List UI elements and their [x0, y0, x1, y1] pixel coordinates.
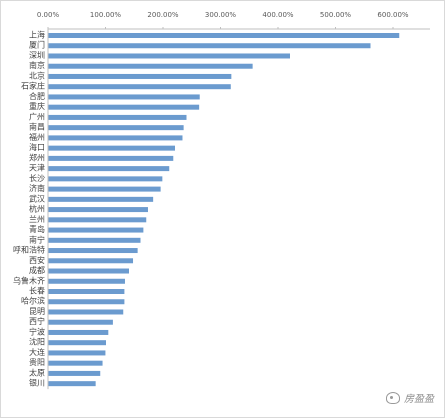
category-label: 杭州: [29, 204, 45, 214]
category-label: 合肥: [29, 91, 45, 101]
bar: [48, 319, 113, 325]
x-tick-label: 400.00%: [262, 11, 293, 19]
wechat-icon: [386, 391, 400, 404]
category-label: 银川: [29, 378, 45, 388]
category-label: 南昌: [29, 122, 45, 132]
bar: [48, 360, 103, 366]
category-label: 天津: [29, 163, 45, 173]
category-label: 昆明: [29, 307, 45, 316]
category-label: 南京: [29, 60, 45, 70]
bar: [48, 63, 253, 69]
bar: [48, 125, 184, 131]
bar: [48, 340, 106, 346]
bar: [48, 278, 125, 284]
category-label: 成都: [29, 265, 45, 275]
bar: [48, 166, 170, 172]
category-label: 呼和浩特: [13, 245, 45, 255]
category-label: 上海: [29, 30, 45, 40]
category-label: 长春: [29, 286, 45, 296]
bar: [48, 53, 290, 59]
bar: [48, 227, 144, 233]
bar: [48, 299, 125, 305]
category-label: 海口: [29, 142, 45, 152]
bar: [48, 237, 141, 243]
bar: [48, 268, 129, 274]
bar: [48, 207, 148, 213]
category-label: 长沙: [29, 173, 45, 183]
bar: [48, 43, 371, 49]
category-label: 南宁: [29, 234, 45, 244]
bar: [48, 196, 154, 202]
category-label: 武汉: [29, 193, 45, 203]
bar: [48, 33, 400, 38]
bar: [48, 176, 163, 182]
x-tick-label: 600.00%: [377, 11, 408, 19]
category-label: 广州: [29, 111, 45, 121]
category-label: 太原: [29, 367, 45, 377]
watermark-text: 房盈盈: [404, 394, 434, 405]
category-label: 哈尔滨: [21, 296, 45, 306]
category-label: 青岛: [29, 224, 45, 234]
category-label: 深圳: [29, 50, 45, 60]
bar: [48, 94, 200, 100]
x-tick-label: 0.00%: [37, 11, 60, 19]
bar: [48, 73, 232, 79]
category-label: 大连: [29, 347, 45, 357]
bar: [48, 155, 174, 161]
bar: [48, 350, 106, 356]
category-label: 福州: [29, 133, 45, 142]
category-label: 郑州: [29, 152, 45, 162]
bar: [48, 289, 125, 294]
bar: [48, 258, 134, 264]
bar: [48, 135, 183, 141]
x-tick-label: 200.00%: [147, 11, 178, 19]
category-label: 宁波: [29, 326, 45, 336]
x-tick-label: 100.00%: [90, 11, 121, 19]
x-tick-label: 300.00%: [205, 11, 236, 19]
bar: [48, 309, 124, 315]
category-label: 北京: [29, 70, 45, 80]
x-tick-label: 500.00%: [320, 11, 351, 19]
category-label: 济南: [29, 183, 45, 193]
category-label: 乌鲁木齐: [13, 275, 45, 285]
bar: [48, 84, 231, 90]
category-label: 重庆: [29, 101, 45, 111]
category-label: 西宁: [29, 316, 45, 326]
bar: [48, 114, 187, 120]
bar: [48, 329, 109, 335]
category-label: 沈阳: [29, 337, 45, 347]
bar: [48, 370, 101, 376]
category-label: 贵阳: [29, 357, 45, 367]
watermark: 房盈盈: [386, 390, 434, 405]
bar: [48, 145, 175, 151]
bar: [48, 217, 147, 223]
bar: [48, 104, 200, 110]
category-label: 兰州: [29, 214, 45, 224]
category-label: 石家庄: [21, 81, 45, 91]
bar: [48, 186, 161, 192]
category-label: 厦门: [29, 40, 45, 50]
bar: [48, 248, 138, 254]
bar: [48, 381, 96, 387]
category-label: 西安: [29, 255, 45, 265]
